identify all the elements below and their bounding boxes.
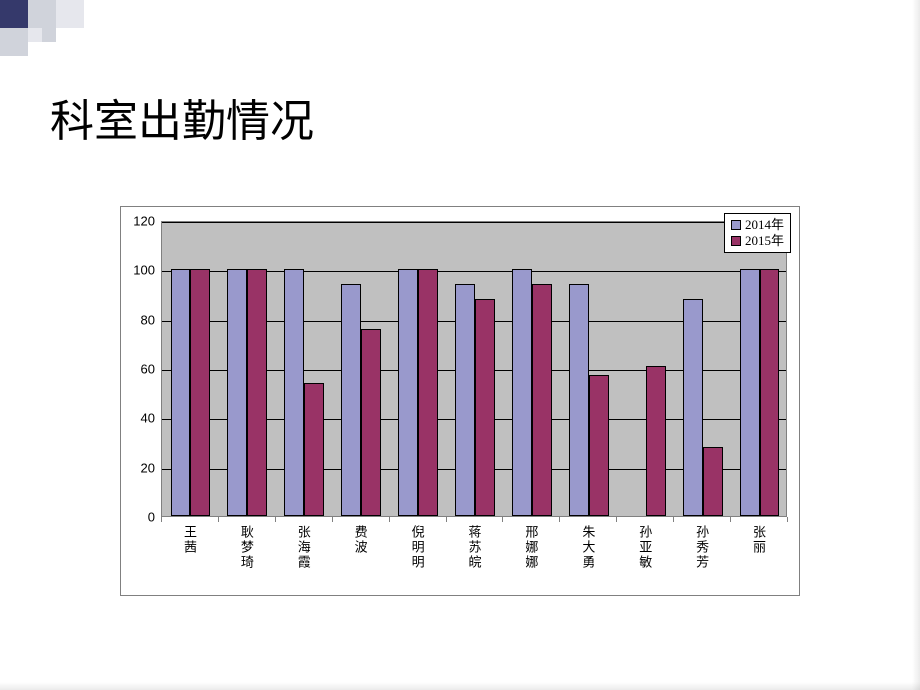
y-tick-label: 60 bbox=[125, 362, 155, 377]
x-axis-label: 张丽 bbox=[749, 525, 768, 555]
x-axis-label: 倪明明 bbox=[408, 525, 427, 570]
decoration-square bbox=[56, 0, 84, 28]
bar bbox=[569, 284, 589, 516]
decoration-square bbox=[28, 0, 56, 28]
bar bbox=[760, 269, 780, 516]
gridline bbox=[162, 222, 786, 223]
bar bbox=[418, 269, 438, 516]
plot-area bbox=[161, 221, 787, 517]
bar bbox=[341, 284, 361, 516]
y-tick-label: 20 bbox=[125, 460, 155, 475]
x-axis-label: 费波 bbox=[351, 525, 370, 555]
x-tick-mark bbox=[218, 517, 219, 522]
bar bbox=[455, 284, 475, 516]
bar bbox=[589, 375, 609, 516]
decoration-square bbox=[28, 28, 42, 42]
bar bbox=[398, 269, 418, 516]
chart-legend: 2014年2015年 bbox=[724, 213, 791, 253]
legend-label: 2014年 bbox=[745, 217, 784, 233]
bar bbox=[646, 366, 666, 516]
y-tick-label: 100 bbox=[125, 263, 155, 278]
x-axis-label: 耿梦琦 bbox=[237, 525, 256, 570]
decoration-square bbox=[0, 28, 28, 56]
x-axis-label: 孙秀芳 bbox=[692, 525, 711, 570]
bar bbox=[532, 284, 552, 516]
x-tick-mark bbox=[161, 517, 162, 522]
x-tick-mark bbox=[616, 517, 617, 522]
y-tick-label: 120 bbox=[125, 214, 155, 229]
x-tick-mark bbox=[275, 517, 276, 522]
page-shadow-right bbox=[912, 0, 920, 690]
bar bbox=[190, 269, 210, 516]
x-axis-label: 孙亚敏 bbox=[635, 525, 654, 570]
corner-decoration bbox=[0, 0, 110, 55]
bar bbox=[227, 269, 247, 516]
x-axis-label: 朱大勇 bbox=[578, 525, 597, 570]
x-tick-mark bbox=[559, 517, 560, 522]
decoration-square bbox=[42, 28, 56, 42]
bar bbox=[304, 383, 324, 516]
page-shadow-bottom bbox=[0, 682, 920, 690]
bar bbox=[740, 269, 760, 516]
legend-label: 2015年 bbox=[745, 233, 784, 249]
x-tick-mark bbox=[389, 517, 390, 522]
legend-item: 2015年 bbox=[731, 233, 784, 249]
legend-item: 2014年 bbox=[731, 217, 784, 233]
bar bbox=[361, 329, 381, 516]
bar bbox=[703, 447, 723, 516]
x-axis-label: 张海霞 bbox=[294, 525, 313, 570]
bar bbox=[475, 299, 495, 516]
x-tick-mark bbox=[502, 517, 503, 522]
x-tick-mark bbox=[787, 517, 788, 522]
legend-swatch bbox=[731, 236, 741, 246]
y-tick-label: 80 bbox=[125, 312, 155, 327]
x-axis-label: 王茜 bbox=[180, 525, 199, 555]
attendance-chart: 2014年2015年 0 20 40 60 80 100 120 王茜 耿梦琦 张海霞 费波 倪明明 蒋… bbox=[120, 206, 800, 596]
bar bbox=[512, 269, 532, 516]
x-tick-mark bbox=[673, 517, 674, 522]
bar bbox=[171, 269, 191, 516]
bar bbox=[247, 269, 267, 516]
legend-swatch bbox=[731, 220, 741, 230]
y-tick-label: 40 bbox=[125, 411, 155, 426]
x-tick-mark bbox=[730, 517, 731, 522]
bar bbox=[683, 299, 703, 516]
x-tick-mark bbox=[332, 517, 333, 522]
x-axis-label: 蒋苏皖 bbox=[465, 525, 484, 570]
y-tick-label: 0 bbox=[125, 510, 155, 525]
x-axis-label: 邢娜娜 bbox=[521, 525, 540, 570]
x-tick-mark bbox=[446, 517, 447, 522]
decoration-square bbox=[0, 0, 28, 28]
bar bbox=[284, 269, 304, 516]
slide-title: 科室出勤情况 bbox=[50, 85, 314, 149]
